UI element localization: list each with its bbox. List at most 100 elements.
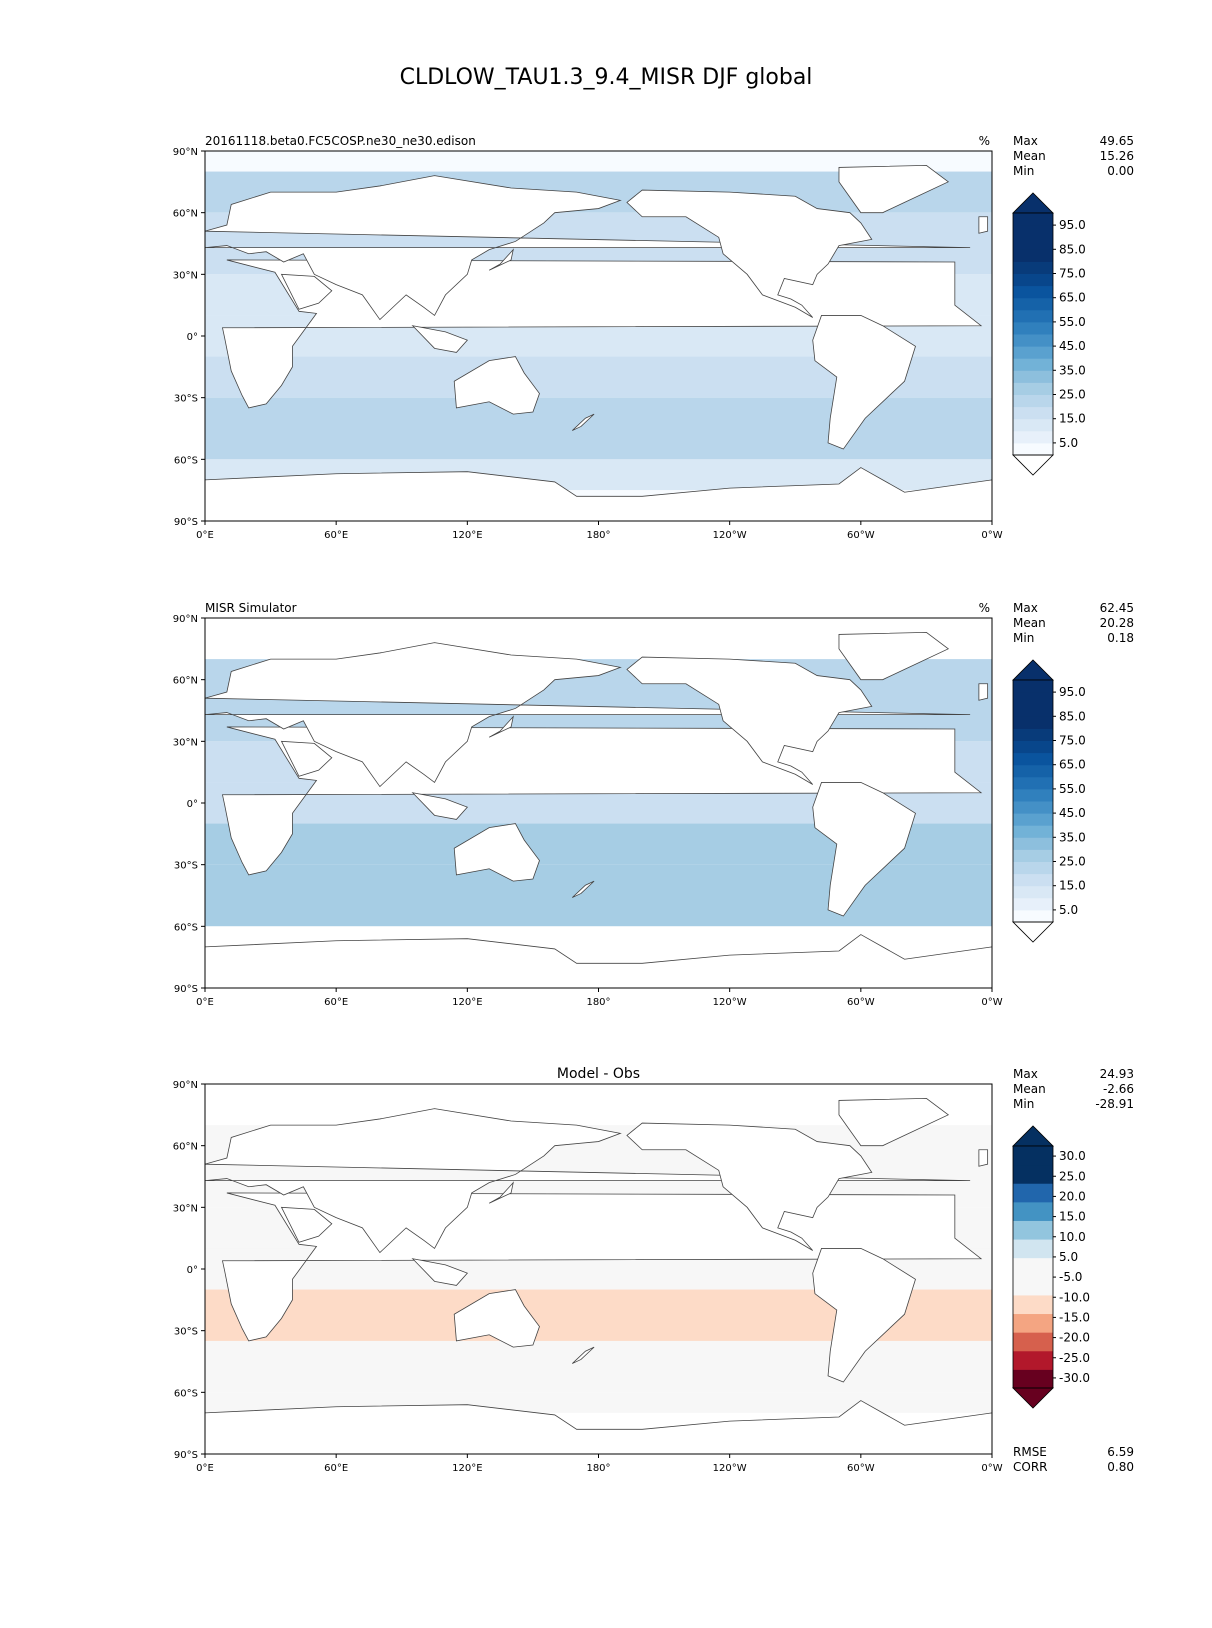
colorbar-segment xyxy=(1013,909,1053,923)
colorbar: 5.0 15.0 25.0 35.0 45.0 55.0 65.0 75.0 85.0 95.0 xyxy=(1012,192,1086,476)
stat-label-min: Min xyxy=(1013,1097,1034,1111)
colorbar-segment xyxy=(1013,861,1053,875)
landmass-7 xyxy=(205,1400,992,1454)
colorbar-segment xyxy=(1013,1257,1053,1277)
colorbar-segment xyxy=(1013,1294,1053,1315)
colorbar-tick-label: 15.0 xyxy=(1059,1210,1086,1224)
stat-label-mean: Mean xyxy=(1013,1082,1046,1096)
colorbar-segment xyxy=(1013,213,1053,226)
colorbar-tick-label: 65.0 xyxy=(1059,291,1086,305)
stat-value-max: 62.45 xyxy=(1100,601,1134,615)
colorbar-segment xyxy=(1013,1183,1053,1203)
colorbar-segment xyxy=(1013,1350,1053,1370)
colorbar-tick-label: 5.0 xyxy=(1059,1250,1078,1264)
lon-tick-label: 0°W xyxy=(981,1463,1002,1474)
lat-tick-label: 0° xyxy=(187,332,198,343)
coastlines xyxy=(205,164,992,521)
colorbar-segment xyxy=(1013,728,1053,741)
lat-tick-label: 60°S xyxy=(174,455,198,466)
colorbar-tick-label: 15.0 xyxy=(1059,879,1086,893)
lon-tick-label: 0°W xyxy=(981,530,1002,541)
colorbar-segment xyxy=(1013,1201,1053,1221)
landmass-8 xyxy=(488,1181,514,1204)
lat-tick-label: 90°N xyxy=(173,147,198,158)
colorbar-segment xyxy=(1013,813,1053,826)
stat-value-max: 24.93 xyxy=(1100,1067,1134,1081)
colorbar-segment xyxy=(1013,309,1053,323)
colorbar-tick-label: -25.0 xyxy=(1059,1351,1090,1365)
colorbar-segment xyxy=(1013,825,1053,838)
colorbar-segment xyxy=(1013,1276,1053,1296)
lon-tick-label: 60°E xyxy=(324,997,348,1008)
panel-subtitle-center: Model - Obs xyxy=(557,1066,640,1082)
colorbar-extend-high xyxy=(1012,1125,1054,1147)
colorbar-segment xyxy=(1013,776,1053,790)
colorbar-tick-label: 25.0 xyxy=(1059,388,1086,402)
panel-observation: 90°N 60°N 30°N 0° 30°S 60°S 90°S 0°E 60°E 120°E 18… xyxy=(173,601,1134,1008)
colorbar: -30.0 -25.0 -20.0 -15.0 -10.0 -5.0 5.0 10.0 15.0… xyxy=(1012,1125,1090,1409)
panel-units: % xyxy=(979,134,990,148)
colorbar-segment xyxy=(1013,1220,1053,1240)
colorbar-segment xyxy=(1013,1369,1053,1389)
lat-tick-label: 60°S xyxy=(174,1388,198,1399)
landmass-2 xyxy=(280,273,333,310)
colorbar-segment xyxy=(1013,430,1053,444)
lat-tick-label: 90°N xyxy=(173,1080,198,1091)
lat-tick-label: 60°S xyxy=(174,922,198,933)
landmass-9 xyxy=(978,216,989,234)
stat-value-min: -28.91 xyxy=(1095,1097,1134,1111)
colorbar-segment xyxy=(1013,261,1053,274)
landmass-7 xyxy=(205,467,992,521)
colorbar-tick-label: 5.0 xyxy=(1059,436,1078,450)
lat-tick-label: 30°N xyxy=(173,1203,198,1214)
corr-value: 0.80 xyxy=(1107,1460,1134,1474)
panel-subtitle-left: MISR Simulator xyxy=(205,601,297,615)
stat-label-max: Max xyxy=(1013,1067,1038,1081)
lat-tick-label: 90°S xyxy=(174,1450,198,1461)
lat-tick-label: 90°N xyxy=(173,614,198,625)
lat-tick-label: 30°N xyxy=(173,270,198,281)
colorbar-segment xyxy=(1013,225,1053,238)
landmass-5 xyxy=(812,1248,916,1383)
colorbar-segment xyxy=(1013,370,1053,383)
colorbar-tick-label: 5.0 xyxy=(1059,903,1078,917)
colorbar-tick-label: 25.0 xyxy=(1059,1169,1086,1183)
landmass-9 xyxy=(978,683,989,701)
colorbar-tick-label: 55.0 xyxy=(1059,315,1086,329)
landmass-6 xyxy=(453,1289,540,1348)
colorbar-extend-low xyxy=(1012,921,1054,943)
figure-title: CLDLOW_TAU1.3_9.4_MISR DJF global xyxy=(400,65,813,90)
colorbar-segment xyxy=(1013,704,1053,717)
colorbar-tick-label: 15.0 xyxy=(1059,412,1086,426)
colorbar-tick-label: 55.0 xyxy=(1059,782,1086,796)
stat-label-mean: Mean xyxy=(1013,149,1046,163)
landmass-1 xyxy=(205,642,971,788)
landmass-4 xyxy=(838,164,950,214)
colorbar-segment xyxy=(1013,297,1053,311)
landmass-2 xyxy=(280,740,333,777)
lon-tick-label: 0°E xyxy=(196,530,214,541)
field-band-90n-80n xyxy=(205,151,992,172)
landmass-4 xyxy=(838,1097,950,1147)
lat-tick-label: 90°S xyxy=(174,984,198,995)
lon-tick-label: 0°E xyxy=(196,1463,214,1474)
colorbar-segment xyxy=(1013,837,1053,850)
colorbar-frame xyxy=(1012,212,1054,456)
lon-tick-label: 0°W xyxy=(981,997,1002,1008)
panel-model: 90°N 60°N 30°N 0° 30°S 60°S 90°S 0°E 60°E 120°E 18… xyxy=(173,134,1134,541)
landmass-6 xyxy=(453,823,540,882)
landmass-7 xyxy=(205,934,992,988)
colorbar-frame xyxy=(1012,1145,1054,1389)
lon-tick-label: 60°E xyxy=(324,530,348,541)
stat-label-max: Max xyxy=(1013,601,1038,615)
stat-value-mean: -2.66 xyxy=(1103,1082,1134,1096)
lon-tick-label: 60°W xyxy=(847,530,875,541)
colorbar-segment xyxy=(1013,273,1053,287)
colorbar-tick-label: -15.0 xyxy=(1059,1310,1090,1324)
colorbar-segment xyxy=(1013,849,1053,862)
stat-value-min: 0.18 xyxy=(1107,631,1134,645)
colorbar-tick-label: 75.0 xyxy=(1059,734,1086,748)
landmass-10 xyxy=(411,325,469,353)
panel-difference: 90°N 60°N 30°N 0° 30°S 60°S 90°S 0°E 60°E 120°E 18… xyxy=(173,1066,1134,1474)
